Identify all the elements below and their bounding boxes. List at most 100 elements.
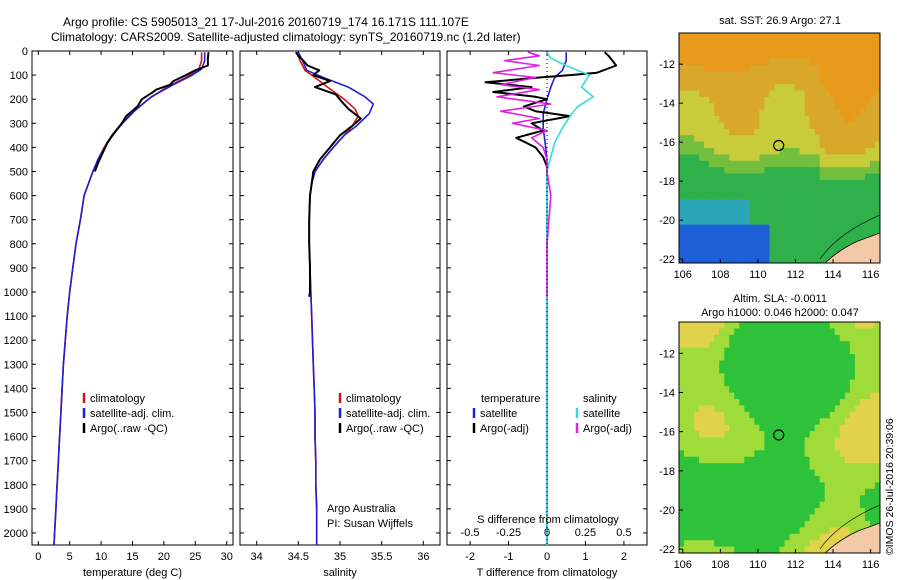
map-cell	[679, 540, 685, 548]
lon-tick-label: 108	[711, 559, 729, 571]
map-cell	[679, 96, 685, 104]
map-cell	[844, 109, 851, 117]
map-cell	[744, 463, 750, 471]
map-cell	[694, 508, 700, 516]
map-cell	[809, 514, 816, 522]
map-cell	[819, 488, 826, 496]
map-cell	[824, 456, 831, 464]
map-cell	[789, 167, 796, 175]
map-cell	[679, 39, 685, 47]
map-cell	[804, 322, 811, 330]
map-cell	[784, 109, 791, 117]
map-cell	[684, 103, 690, 111]
map-cell	[744, 405, 750, 413]
series-line	[93, 52, 210, 172]
map-cell	[759, 450, 766, 458]
map-cell	[794, 450, 801, 458]
map-cell	[789, 328, 796, 336]
map-cell	[814, 411, 821, 419]
map-cell	[814, 167, 821, 175]
map-cell	[764, 39, 771, 47]
map-cell	[734, 33, 740, 40]
map-cell	[824, 399, 831, 407]
map-cell	[724, 540, 730, 548]
map-cell	[774, 341, 781, 349]
map-cell	[869, 418, 876, 426]
map-cell	[789, 469, 796, 477]
map-cell	[834, 392, 841, 400]
map-cell	[734, 39, 740, 47]
map-cell	[754, 386, 761, 394]
map-cell	[784, 334, 791, 342]
map-cell	[769, 399, 776, 407]
map-cell	[839, 533, 846, 541]
map-cell	[744, 160, 750, 168]
map-cell	[744, 90, 750, 98]
map-cell	[779, 520, 786, 528]
map-title: Altim. SLA: -0.0011	[733, 293, 827, 305]
map-cell	[809, 211, 816, 219]
map-cell	[824, 347, 831, 355]
map-cell	[729, 411, 735, 419]
map-cell	[724, 405, 730, 413]
map-cell	[724, 418, 730, 426]
map-cell	[719, 160, 725, 168]
map-cell	[744, 508, 750, 516]
map-cell	[684, 243, 690, 251]
float-position-marker	[773, 429, 785, 441]
map-cell	[689, 179, 695, 187]
map-cell	[684, 520, 690, 528]
map-cell	[759, 424, 766, 432]
map-cell	[814, 109, 821, 117]
map-cell	[854, 379, 861, 387]
map-cell	[844, 77, 851, 85]
map-cell	[819, 399, 826, 407]
map-cell	[769, 379, 776, 387]
map-cell	[834, 418, 841, 426]
map-cell	[839, 373, 846, 381]
x-tick-label: 1	[582, 551, 588, 563]
map-cell	[734, 322, 740, 330]
map-cell	[869, 199, 876, 207]
map-cell	[804, 64, 811, 72]
map-cell	[849, 116, 856, 124]
map-cell	[774, 192, 781, 200]
map-cell	[829, 437, 836, 445]
map-cell	[829, 501, 836, 509]
map-cell	[679, 533, 685, 541]
map-cell	[754, 533, 761, 541]
map-cell	[869, 167, 876, 175]
map-cell	[824, 488, 831, 496]
map-cell	[774, 482, 781, 490]
map-cell	[844, 399, 851, 407]
map-cell	[834, 103, 841, 111]
map-cell	[694, 128, 700, 136]
map-cell	[699, 122, 705, 130]
map-cell	[789, 379, 796, 387]
map-cell	[719, 39, 725, 47]
map-cell	[704, 392, 710, 400]
map-cell	[679, 199, 685, 207]
map-cell	[794, 218, 801, 226]
map-cell	[789, 243, 796, 251]
map-cell	[809, 109, 816, 117]
map-cell	[689, 64, 695, 72]
map-cell	[874, 443, 880, 451]
map-cell	[824, 250, 831, 258]
map-cell	[704, 386, 710, 394]
map-cell	[829, 160, 836, 168]
map-cell	[824, 373, 831, 381]
map-cell	[874, 33, 880, 40]
legend-label: Argo(-adj)	[583, 423, 632, 435]
map-cell	[719, 360, 725, 368]
map-cell	[694, 373, 700, 381]
map-cell	[699, 347, 705, 355]
map-cell	[814, 231, 821, 239]
x-tick-label: -2	[465, 551, 475, 563]
map-cell	[779, 224, 786, 232]
map-cell	[809, 392, 816, 400]
map-cell	[774, 231, 781, 239]
map-cell	[789, 179, 796, 187]
map-cell	[744, 218, 750, 226]
map-cell	[794, 366, 801, 374]
